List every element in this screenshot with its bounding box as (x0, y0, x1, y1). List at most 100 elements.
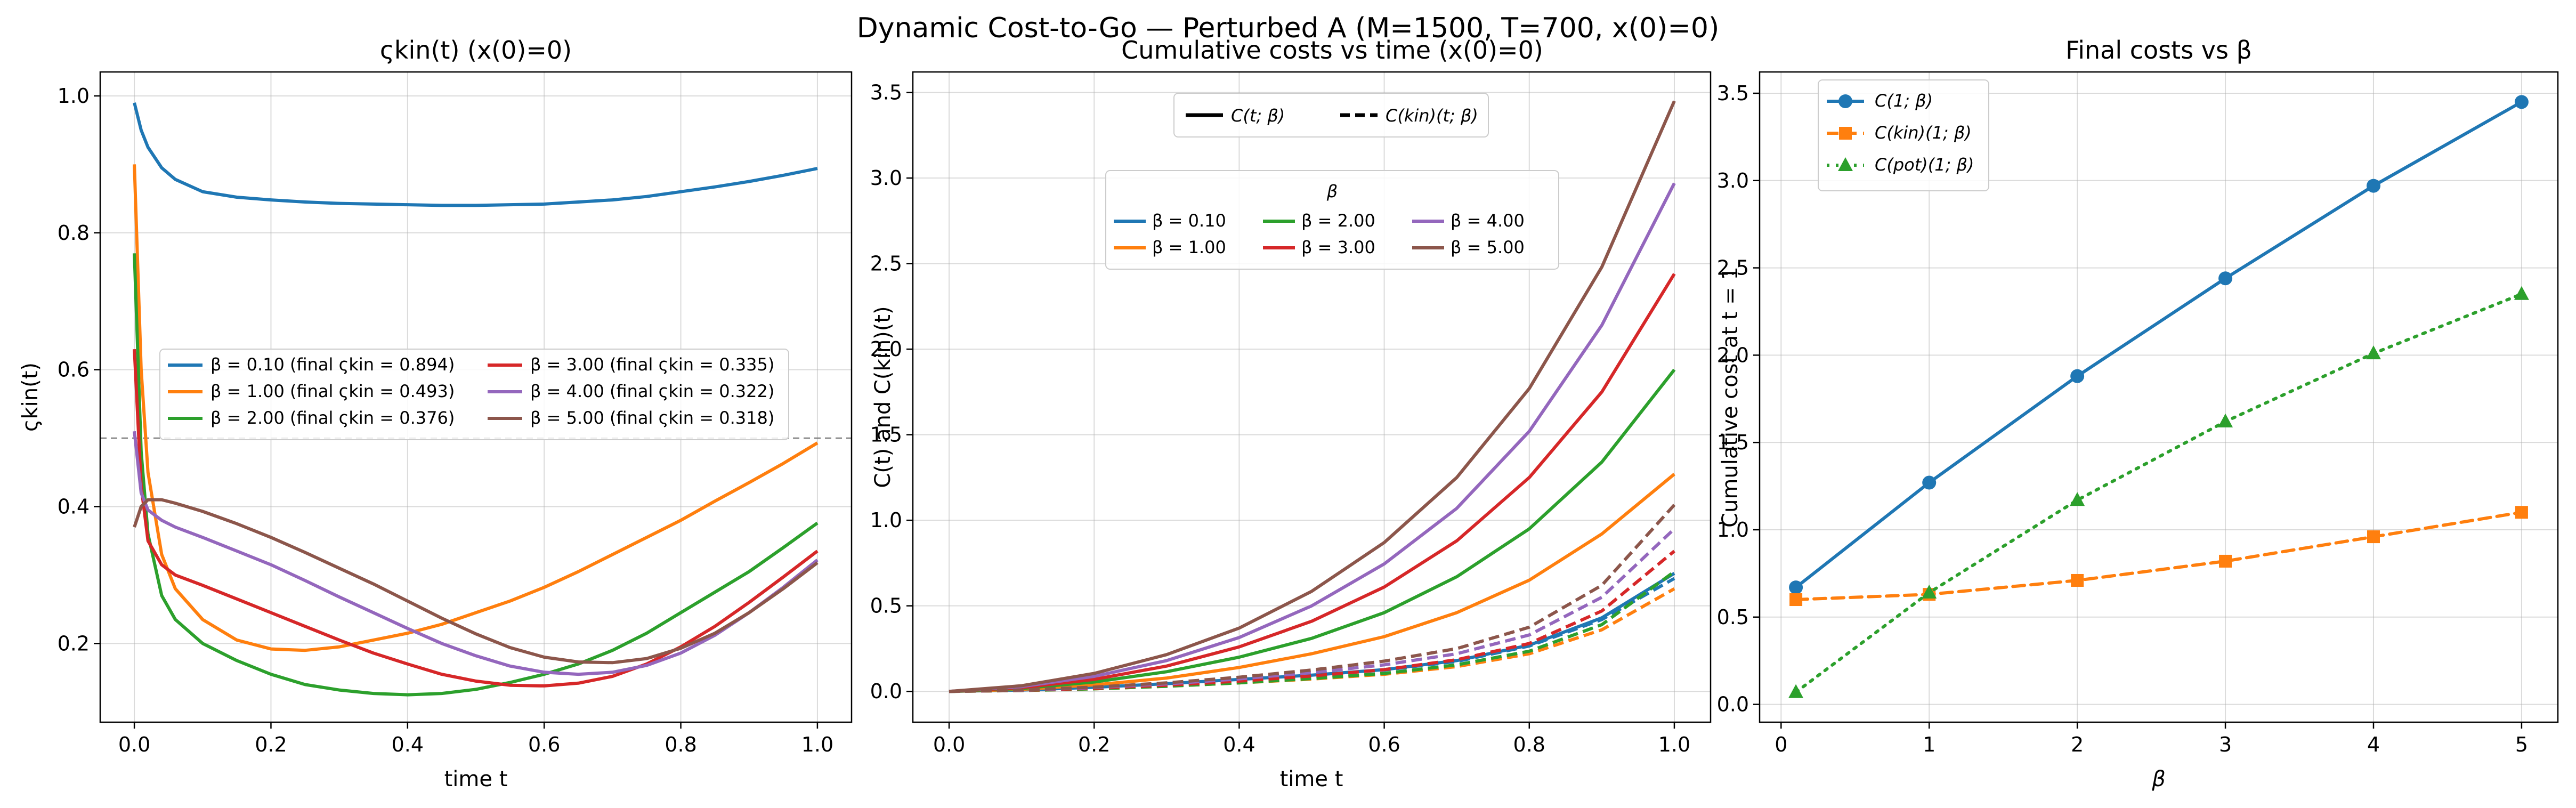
p1-x-tick-label: 0.4 (392, 733, 424, 756)
panel3-legend-marker-0 (1838, 94, 1852, 108)
p2-y-tick-label: 0.0 (870, 680, 902, 703)
panel1-series-line-5 (133, 498, 819, 665)
panel1-x-label: time t (444, 767, 508, 791)
panel2-x-ticks: 0.0 0.2 0.4 0.6 0.8 1.0 (933, 722, 1690, 756)
panel3-legend-marker-1 (1839, 127, 1852, 140)
panel1-legend-label-2: β = 2.00 (final ςkin = 0.376) (210, 408, 455, 428)
p2-y-tick-label: 0.5 (870, 594, 902, 618)
panel2-color-legend-label-3: β = 3.00 (1301, 237, 1375, 257)
panel-cumulative-costs: 0.0 0.2 0.4 0.6 0.8 1.0 0.0 0.5 1.0 1.5 2.0 2.5 3.0… (870, 36, 1712, 791)
panel2-y-ticks: 0.0 0.5 1.0 1.5 2.0 2.5 3.0 3.5 (870, 81, 913, 703)
panel3-x-ticks: 0 1 2 3 4 5 (1775, 722, 2528, 756)
figure-suptitle: Dynamic Cost-to-Go — Perturbed A (M=1500… (857, 12, 1720, 44)
p1-x-tick-label: 0.2 (255, 733, 287, 756)
panel1-series-line-3 (133, 349, 819, 688)
p2-y-tick-label: 2.0 (870, 337, 902, 361)
panel1-grid (100, 72, 852, 722)
panel3-point-1-0 (1789, 593, 1803, 607)
panel2-style-legend-box (1173, 93, 1489, 138)
panel3-series-lines (1788, 95, 2529, 698)
panel2-color-legend-label-5: β = 5.00 (1451, 237, 1525, 257)
panel1-legend-label-4: β = 4.00 (final ςkin = 0.322) (530, 381, 774, 401)
p2-x-tick-label: 0.8 (1513, 733, 1545, 756)
p3-y-tick-label: 1.0 (1717, 518, 1749, 542)
panel3-point-0-5 (2514, 95, 2529, 109)
p1-x-tick-label: 0.0 (118, 733, 150, 756)
panel3-point-0-0 (1789, 580, 1803, 595)
panel2-x-label: time t (1280, 767, 1343, 791)
panel1-y-label: ςkin(t) (18, 362, 43, 432)
p3-y-tick-label: 2.0 (1717, 343, 1749, 367)
panel2-total-cost-line-1 (949, 473, 1675, 693)
p3-y-tick-label: 0.0 (1717, 693, 1749, 716)
panel3-point-1-3 (2219, 554, 2232, 568)
panel1-series-line-0 (133, 102, 818, 207)
panel2-color-legend: β β = 0.10 β = 1.00 β = 2.00 β = 3.00 β = 4.… (1105, 170, 1559, 270)
p3-x-tick-label: 3 (2219, 733, 2232, 756)
panel2-color-legend-title: β (1326, 181, 1338, 201)
panel3-point-2-4 (2366, 345, 2381, 360)
p2-y-tick-label: 1.0 (870, 508, 902, 532)
panel1-series-line-1 (133, 164, 819, 652)
panel3-point-1-4 (2367, 530, 2380, 544)
panel2-y-label: C(t) and C(kin)(t) (871, 306, 895, 488)
panel1-legend-label-0: β = 0.10 (final ςkin = 0.894) (210, 354, 455, 375)
panel-final-costs: 0 1 2 3 4 5 0.0 0.5 1.0 1.5 2.0 2.5 3.0 3.5 Final co… (1717, 36, 2559, 791)
panel-kinetic-fraction: 0.0 0.2 0.4 0.6 0.8 1.0 0.2 0.4 0.6 0.8 1.0 ςkin(… (18, 36, 853, 791)
panel1-x-ticks: 0.0 0.2 0.4 0.6 0.8 1.0 (118, 722, 833, 756)
panel3-series-line-0 (1794, 100, 2523, 589)
panel1-legend-label-1: β = 1.00 (final ςkin = 0.493) (210, 381, 455, 401)
panel3-point-0-1 (1922, 475, 1937, 490)
panel1-axes-frame (99, 71, 853, 723)
panel3-point-1-2 (2071, 573, 2084, 587)
p3-x-tick-label: 1 (1923, 733, 1935, 756)
panel2-series-lines (949, 100, 1676, 693)
p3-y-tick-label: 2.5 (1717, 256, 1749, 280)
panel2-kinetic-cost-line-5 (949, 504, 1676, 693)
p3-y-tick-label: 0.5 (1717, 605, 1749, 629)
panel3-point-2-3 (2218, 413, 2233, 427)
panel3-point-2-5 (2514, 286, 2529, 300)
p1-y-tick-label: 0.8 (58, 221, 90, 245)
panel3-legend-marker-2 (1838, 157, 1853, 171)
p3-x-tick-label: 5 (2515, 733, 2528, 756)
panel1-series-lines (133, 102, 819, 697)
panel2-axes-frame (912, 71, 1712, 723)
panel3-legend-label-1: C(kin)(1; β) (1875, 123, 1972, 143)
panel3-title: Final costs vs β (2065, 36, 2252, 64)
panel1-legend-label-3: β = 3.00 (final ςkin = 0.335) (530, 354, 774, 375)
panel2-style-legend-label-0: C(t; β) (1231, 106, 1285, 126)
panel1-series-line-4 (133, 431, 819, 676)
p2-x-tick-label: 1.0 (1658, 733, 1690, 756)
panel2-total-cost-line-5 (949, 100, 1676, 693)
p1-x-tick-label: 1.0 (801, 733, 833, 756)
p2-y-tick-label: 3.0 (870, 166, 902, 190)
panel3-point-2-2 (2070, 492, 2085, 506)
panel3-axes-frame (1759, 71, 2559, 723)
panel2-total-cost-line-4 (949, 182, 1676, 693)
panel3-legend-label-0: C(1; β) (1875, 91, 1933, 111)
panel2-total-cost-line-2 (949, 368, 1676, 693)
p1-x-tick-label: 0.8 (665, 733, 696, 756)
p1-x-tick-label: 0.6 (528, 733, 560, 756)
panel1-y-ticks: 0.2 0.4 0.6 0.8 1.0 (58, 84, 100, 655)
p1-y-tick-label: 0.4 (58, 495, 90, 518)
p2-x-tick-label: 0.6 (1368, 733, 1400, 756)
panel3-point-0-2 (2070, 369, 2085, 383)
panel3-y-label: Cumulative cost at t = 1 (1718, 266, 1743, 528)
panel3-x-label: β (2151, 767, 2166, 791)
panel1-legend-box (159, 349, 789, 440)
p2-x-tick-label: 0.4 (1223, 733, 1255, 756)
panel1-series-line-2 (133, 253, 819, 697)
p1-y-tick-label: 0.6 (58, 358, 90, 382)
p3-y-tick-label: 3.0 (1717, 169, 1749, 192)
panel1-legend: β = 0.10 (final ςkin = 0.894) β = 1.00 (f… (159, 349, 789, 440)
panel3-y-ticks: 0.0 0.5 1.0 1.5 2.0 2.5 3.0 3.5 (1717, 82, 1760, 716)
panel2-style-legend-label-1: C(kin)(t; β) (1386, 106, 1478, 126)
panel2-color-legend-label-2: β = 2.00 (1301, 211, 1375, 231)
panel2-title: Cumulative costs vs time (x(0)=0) (1121, 36, 1543, 64)
panel3-point-2-0 (1788, 684, 1804, 698)
p3-y-tick-label: 1.5 (1717, 431, 1749, 454)
panel1-title: ςkin(t) (x(0)=0) (380, 36, 572, 64)
